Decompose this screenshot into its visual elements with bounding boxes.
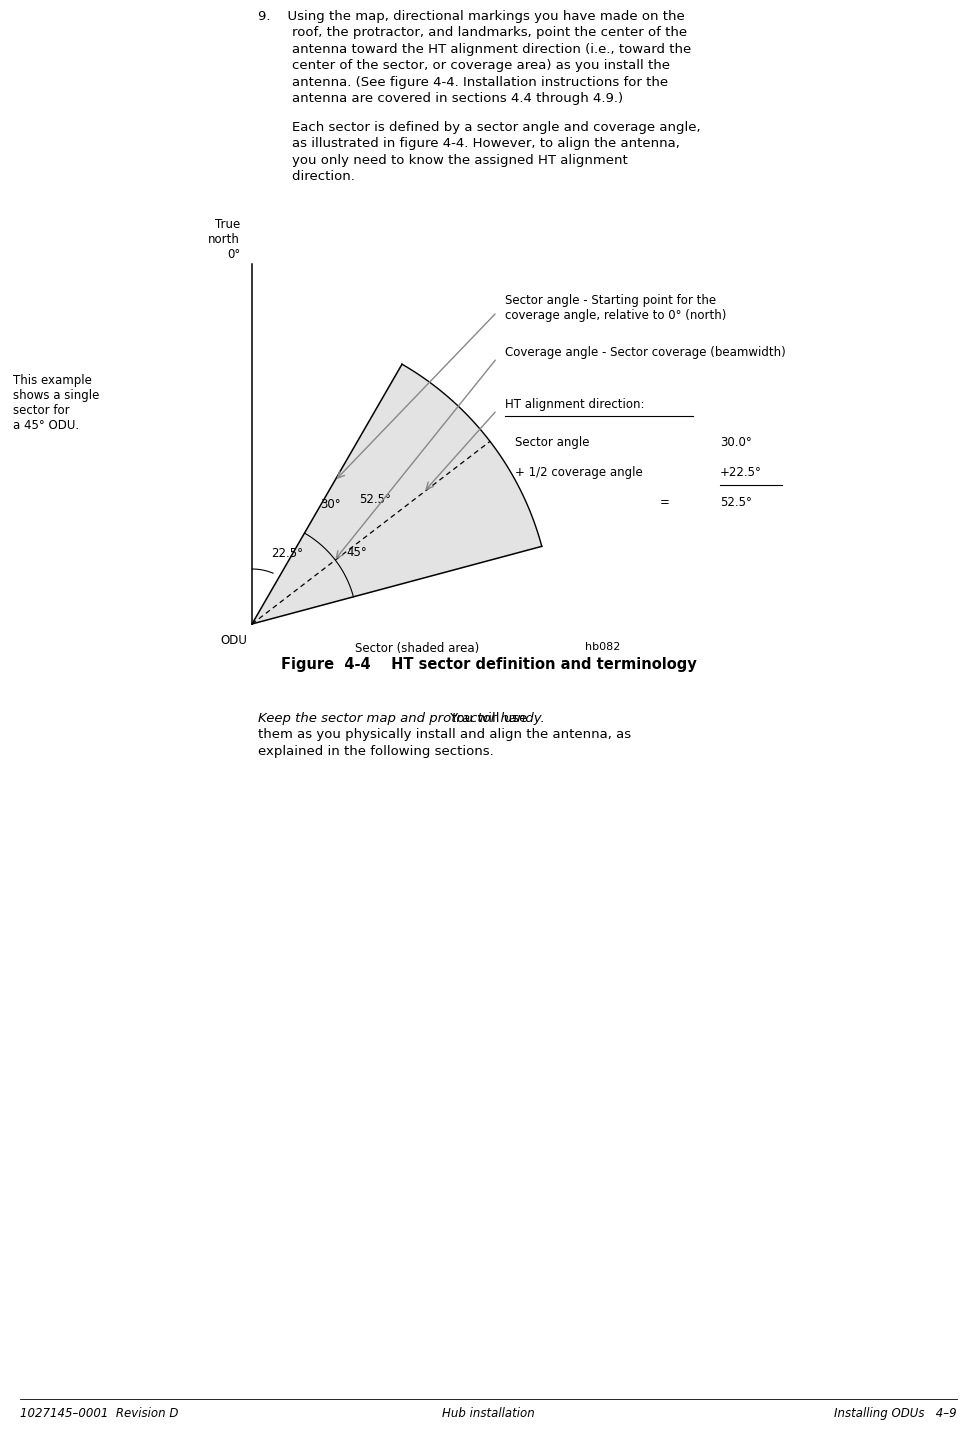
Text: 30°: 30° — [320, 497, 341, 512]
Text: antenna toward the HT alignment direction (i.e., toward the: antenna toward the HT alignment directio… — [258, 43, 692, 56]
Text: 9.    Using the map, directional markings you have made on the: 9. Using the map, directional markings y… — [258, 10, 685, 23]
Text: as illustrated in figure 4-4. However, to align the antenna,: as illustrated in figure 4-4. However, t… — [258, 137, 680, 150]
Text: Sector angle - Starting point for the
coverage angle, relative to 0° (north): Sector angle - Starting point for the co… — [505, 294, 726, 322]
Text: True
north
0°: True north 0° — [208, 219, 240, 262]
Text: Figure  4-4    HT sector definition and terminology: Figure 4-4 HT sector definition and term… — [280, 657, 697, 672]
Text: direction.: direction. — [258, 170, 355, 183]
Text: you only need to know the assigned HT alignment: you only need to know the assigned HT al… — [258, 154, 628, 167]
Text: +22.5°: +22.5° — [720, 466, 762, 479]
Wedge shape — [252, 364, 542, 624]
Text: Installing ODUs   4–9: Installing ODUs 4–9 — [834, 1408, 957, 1420]
Text: 45°: 45° — [347, 546, 367, 559]
Text: roof, the protractor, and landmarks, point the center of the: roof, the protractor, and landmarks, poi… — [258, 27, 687, 40]
Text: 52.5°: 52.5° — [359, 493, 391, 506]
Text: ODU: ODU — [220, 634, 247, 647]
Text: Keep the sector map and protractor handy.: Keep the sector map and protractor handy… — [258, 712, 545, 725]
Text: =: = — [660, 496, 670, 509]
Text: center of the sector, or coverage area) as you install the: center of the sector, or coverage area) … — [258, 60, 670, 73]
Text: antenna. (See figure 4-4. Installation instructions for the: antenna. (See figure 4-4. Installation i… — [258, 76, 668, 89]
Text: Coverage angle - Sector coverage (beamwidth): Coverage angle - Sector coverage (beamwi… — [505, 346, 786, 359]
Text: 22.5°: 22.5° — [271, 547, 303, 560]
Text: Sector angle: Sector angle — [515, 436, 589, 449]
Text: Hub installation: Hub installation — [443, 1408, 534, 1420]
Text: Each sector is defined by a sector angle and coverage angle,: Each sector is defined by a sector angle… — [258, 121, 701, 134]
Text: + 1/2 coverage angle: + 1/2 coverage angle — [515, 466, 643, 479]
Text: antenna are covered in sections 4.4 through 4.9.): antenna are covered in sections 4.4 thro… — [258, 93, 623, 106]
Text: 1027145–0001  Revision D: 1027145–0001 Revision D — [20, 1408, 179, 1420]
Text: 30.0°: 30.0° — [720, 436, 751, 449]
Text: You will use: You will use — [446, 712, 527, 725]
Text: hb082: hb082 — [585, 642, 620, 652]
Text: 52.5°: 52.5° — [720, 496, 752, 509]
Text: Sector (shaded area): Sector (shaded area) — [355, 642, 480, 654]
Text: HT alignment direction:: HT alignment direction: — [505, 399, 645, 412]
Text: them as you physically install and align the antenna, as: them as you physically install and align… — [258, 729, 631, 742]
Text: explained in the following sections.: explained in the following sections. — [258, 745, 493, 757]
Text: This example
shows a single
sector for
a 45° ODU.: This example shows a single sector for a… — [13, 374, 100, 432]
